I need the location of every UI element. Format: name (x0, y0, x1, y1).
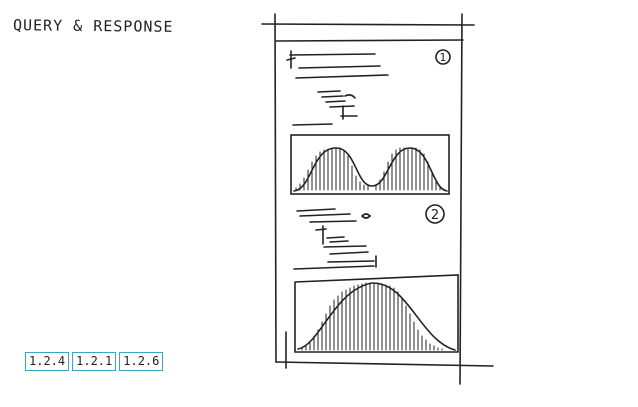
frame-left-edge (274, 13, 277, 363)
panel-2-query-lines (293, 208, 375, 270)
panel-2-link-icon (361, 213, 372, 219)
reference-tags: 1.2.4 1.2.1 1.2.6 (25, 352, 164, 371)
tag-2: 1.2.1 (72, 352, 117, 371)
tag-3: 1.2.6 (119, 352, 164, 371)
frame-right-edge (459, 13, 463, 385)
tag-1: 1.2.4 (25, 352, 70, 371)
panel-1-query-lines (286, 53, 389, 126)
panel-1-number: 1 (440, 51, 447, 64)
frame-top-line (261, 23, 475, 26)
panel-2-chart (294, 274, 459, 353)
panel-1-link-icon (344, 94, 356, 99)
panel-1-chart (290, 134, 450, 195)
panel-1-number-circle (435, 49, 451, 65)
panel-2-number-circle (425, 204, 445, 224)
panel-2-number: 2 (431, 208, 439, 223)
frame-header-line (275, 39, 464, 42)
frame-bottom-line (275, 361, 494, 367)
